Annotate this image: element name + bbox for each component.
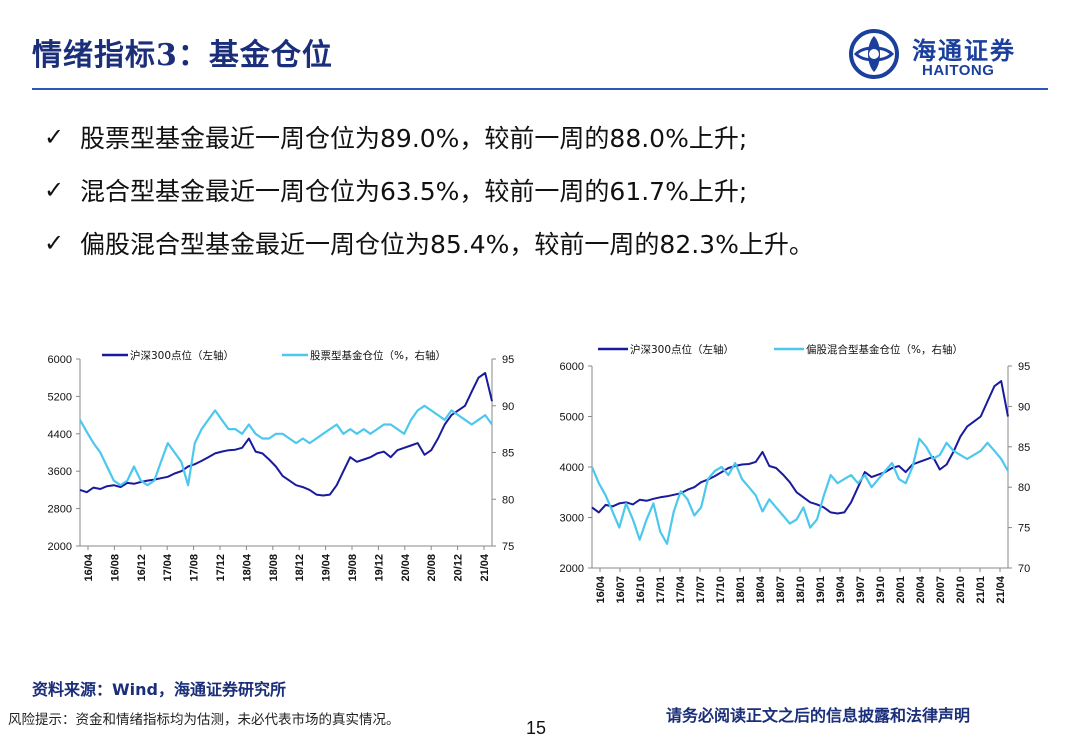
x-tick-label: 21/04 [995, 575, 1007, 603]
company-logo: 海通证券 HAITONG [848, 28, 1048, 84]
x-tick-label: 21/01 [975, 576, 987, 604]
x-tick-label: 17/04 [162, 553, 174, 581]
right-tick-label: 75 [502, 541, 514, 553]
right-tick-label: 95 [502, 354, 514, 366]
x-tick-label: 16/08 [109, 554, 121, 582]
checkmark-icon: ✓ [44, 122, 65, 151]
x-tick-label: 18/12 [294, 554, 306, 582]
x-tick-label: 19/01 [815, 576, 827, 604]
right-tick-label: 95 [1018, 361, 1030, 373]
x-tick-label: 17/08 [189, 554, 201, 582]
x-tick-label: 16/10 [635, 576, 647, 604]
x-tick-label: 18/08 [268, 554, 280, 582]
bullet-item: ✓ 股票型基金最近一周仓位为89.0%，较前一周的88.0%上升; [44, 110, 814, 163]
legend-label: 沪深300点位（左轴） [630, 343, 734, 356]
x-tick-label: 19/10 [875, 576, 887, 604]
logo-text-en: HAITONG [922, 62, 995, 79]
index-series-line [79, 372, 493, 497]
left-tick-label: 4400 [48, 429, 72, 441]
legend-label: 偏股混合型基金仓位（%，右轴） [806, 343, 963, 356]
x-tick-label: 21/04 [479, 553, 491, 581]
source-note: 资料来源：Wind，海通证券研究所 [32, 680, 286, 699]
bullet-text: 股票型基金最近一周仓位为89.0%，较前一周的88.0%上升; [80, 123, 748, 153]
x-tick-label: 17/04 [675, 575, 687, 603]
x-tick-label: 18/04 [241, 553, 253, 581]
bullet-item: ✓ 偏股混合型基金最近一周仓位为85.4%，较前一周的82.3%上升。 [44, 216, 814, 269]
left-tick-label: 3600 [48, 466, 72, 478]
x-tick-label: 20/07 [935, 576, 947, 604]
left-tick-label: 2800 [48, 504, 72, 516]
index-series-line [591, 380, 1009, 515]
x-tick-label: 20/01 [895, 576, 907, 604]
checkmark-icon: ✓ [44, 228, 65, 257]
chart-svg: 6000 5000 4000 3000 2000 95 90 85 80 75 70 16/04 16/… [560, 343, 1031, 604]
x-tick-label: 19/12 [373, 554, 385, 582]
x-tick-label: 20/12 [453, 554, 465, 582]
checkmark-icon: ✓ [44, 175, 65, 204]
haitong-logo-icon [849, 29, 899, 79]
left-tick-label: 3000 [560, 513, 584, 525]
x-tick-label: 17/01 [655, 576, 667, 604]
right-tick-label: 70 [1018, 563, 1030, 575]
bullet-text: 混合型基金最近一周仓位为63.5%，较前一周的61.7%上升; [80, 176, 748, 206]
x-tick-label: 18/07 [775, 576, 787, 604]
left-tick-label: 6000 [560, 361, 584, 373]
x-tick-label: 20/04 [915, 575, 927, 603]
x-tick-label: 18/04 [755, 575, 767, 603]
x-tick-label: 19/04 [321, 553, 333, 581]
page-title: 情绪指标3：基金仓位 [32, 38, 333, 73]
title-divider [32, 88, 1048, 90]
right-tick-label: 80 [1018, 482, 1030, 494]
right-tick-label: 90 [1018, 401, 1030, 413]
disclaimer-note: 请务必阅读正文之后的信息披露和法律声明 [666, 706, 971, 725]
fund-position-series-line [79, 404, 493, 487]
left-tick-label: 4000 [560, 462, 584, 474]
hybrid-fund-position-chart: 6000 5000 4000 3000 2000 95 90 85 80 75 70 16/04 16/… [540, 335, 1060, 620]
x-tick-label: 19/07 [855, 576, 867, 604]
bullet-item: ✓ 混合型基金最近一周仓位为63.5%，较前一周的61.7%上升; [44, 163, 814, 216]
left-tick-label: 2000 [560, 563, 584, 575]
x-tick-label: 19/08 [347, 554, 359, 582]
x-tick-label: 17/12 [215, 554, 227, 582]
logo-text-cn: 海通证券 [912, 36, 1016, 65]
x-tick-label: 16/04 [595, 575, 607, 603]
bullet-list: ✓ 股票型基金最近一周仓位为89.0%，较前一周的88.0%上升; ✓ 混合型基… [44, 110, 814, 269]
right-tick-label: 80 [502, 494, 514, 506]
right-tick-label: 75 [1018, 523, 1030, 535]
x-tick-label: 20/10 [955, 576, 967, 604]
right-tick-label: 90 [502, 401, 514, 413]
right-tick-label: 85 [502, 448, 514, 460]
x-tick-label: 16/12 [136, 554, 148, 582]
x-tick-label: 19/04 [835, 575, 847, 603]
bullet-text: 偏股混合型基金最近一周仓位为85.4%，较前一周的82.3%上升。 [80, 229, 814, 259]
x-tick-label: 18/01 [735, 576, 747, 604]
x-tick-label: 20/08 [426, 554, 438, 582]
left-tick-label: 5200 [48, 391, 72, 403]
left-tick-label: 2000 [48, 541, 72, 553]
chart-svg: 6000 5200 4400 3600 2800 2000 95 90 85 80 75 16/04 1… [48, 349, 515, 582]
x-tick-label: 17/07 [695, 576, 707, 604]
x-tick-label: 16/04 [83, 553, 95, 581]
risk-note: 风险提示：资金和情绪指标均为估测，未必代表市场的真实情况。 [8, 712, 400, 728]
x-tick-label: 20/04 [400, 553, 412, 581]
x-tick-label: 18/10 [795, 576, 807, 604]
left-tick-label: 6000 [48, 354, 72, 366]
right-tick-label: 85 [1018, 442, 1030, 454]
fund-position-series-line [590, 437, 1009, 545]
x-tick-label: 17/10 [715, 576, 727, 604]
legend-label: 沪深300点位（左轴） [130, 349, 234, 362]
left-tick-label: 5000 [560, 412, 584, 424]
stock-fund-position-chart: 6000 5200 4400 3600 2800 2000 95 90 85 80 75 16/04 1… [20, 335, 530, 615]
page-number: 15 [526, 718, 547, 738]
legend-label: 股票型基金仓位（%，右轴） [310, 349, 446, 362]
x-tick-label: 16/07 [615, 576, 627, 604]
